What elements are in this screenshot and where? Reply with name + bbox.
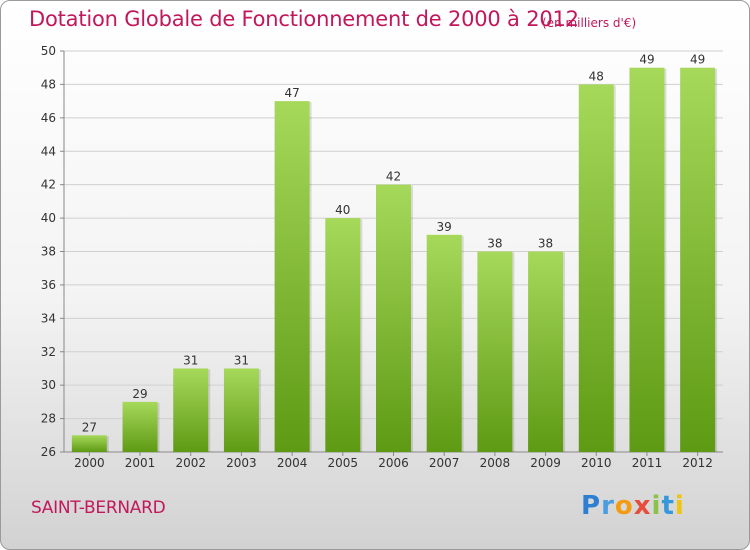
x-tick-label: 2003 — [226, 456, 257, 470]
y-tick-label: 26 — [41, 445, 56, 459]
logo-letter: i — [651, 491, 662, 521]
y-tick-label: 40 — [41, 211, 56, 225]
y-tick-label: 50 — [41, 44, 56, 58]
x-tick-label: 2009 — [530, 456, 561, 470]
data-label: 47 — [284, 86, 299, 100]
x-tick-label: 2011 — [632, 456, 663, 470]
x-tick-label: 2002 — [175, 456, 206, 470]
data-label: 49 — [639, 53, 654, 67]
data-label: 38 — [538, 237, 553, 251]
y-tick-label: 42 — [41, 178, 56, 192]
bar — [477, 251, 513, 452]
data-label: 42 — [386, 170, 401, 184]
data-label: 49 — [690, 53, 705, 67]
x-tick-label: 2004 — [277, 456, 308, 470]
logo-letter: t — [661, 491, 675, 521]
y-tick-label: 48 — [41, 77, 56, 91]
data-label: 31 — [234, 353, 249, 367]
bar — [680, 67, 716, 452]
x-tick-label: 2007 — [429, 456, 460, 470]
logo-letter: x — [633, 491, 652, 521]
bar — [528, 251, 564, 452]
data-label: 27 — [82, 420, 97, 434]
x-tick-label: 2010 — [581, 456, 612, 470]
y-tick-label: 28 — [41, 412, 56, 426]
logo-letter: r — [601, 491, 615, 521]
bar — [325, 218, 361, 452]
x-tick-label: 2000 — [74, 456, 105, 470]
bar — [376, 184, 411, 452]
chart-title: Dotation Globale de Fonctionnement de 20… — [29, 7, 579, 31]
x-tick-label: 2001 — [125, 456, 156, 470]
y-tick-label: 46 — [41, 111, 56, 125]
data-label: 29 — [132, 387, 147, 401]
logo-letter: o — [614, 491, 634, 521]
bar — [578, 84, 614, 453]
y-tick-label: 32 — [41, 345, 56, 359]
x-tick-label: 2006 — [378, 456, 409, 470]
bar — [629, 67, 665, 452]
data-label: 48 — [589, 69, 604, 83]
data-label: 40 — [335, 203, 350, 217]
y-tick-label: 36 — [41, 278, 56, 292]
chart-unit: (en milliers d'€) — [542, 16, 637, 30]
bar — [426, 234, 462, 452]
commune-name: SAINT-BERNARD — [31, 498, 166, 518]
x-tick-label: 2005 — [328, 456, 359, 470]
bar — [71, 435, 107, 452]
y-tick-label: 34 — [41, 311, 56, 325]
proxiti-logo: Proxiti — [581, 491, 685, 521]
bar — [223, 368, 259, 452]
data-label: 31 — [183, 353, 198, 367]
data-label: 38 — [487, 237, 502, 251]
y-tick-label: 30 — [41, 378, 56, 392]
logo-letter: P — [581, 491, 602, 521]
y-tick-label: 38 — [41, 245, 56, 259]
x-tick-label: 2012 — [682, 456, 713, 470]
bar — [274, 101, 310, 452]
bar — [122, 401, 158, 452]
logo-letter: i — [674, 491, 685, 521]
y-tick-label: 44 — [41, 144, 56, 158]
data-label: 39 — [437, 220, 452, 234]
bar — [173, 368, 209, 452]
x-tick-label: 2008 — [480, 456, 511, 470]
